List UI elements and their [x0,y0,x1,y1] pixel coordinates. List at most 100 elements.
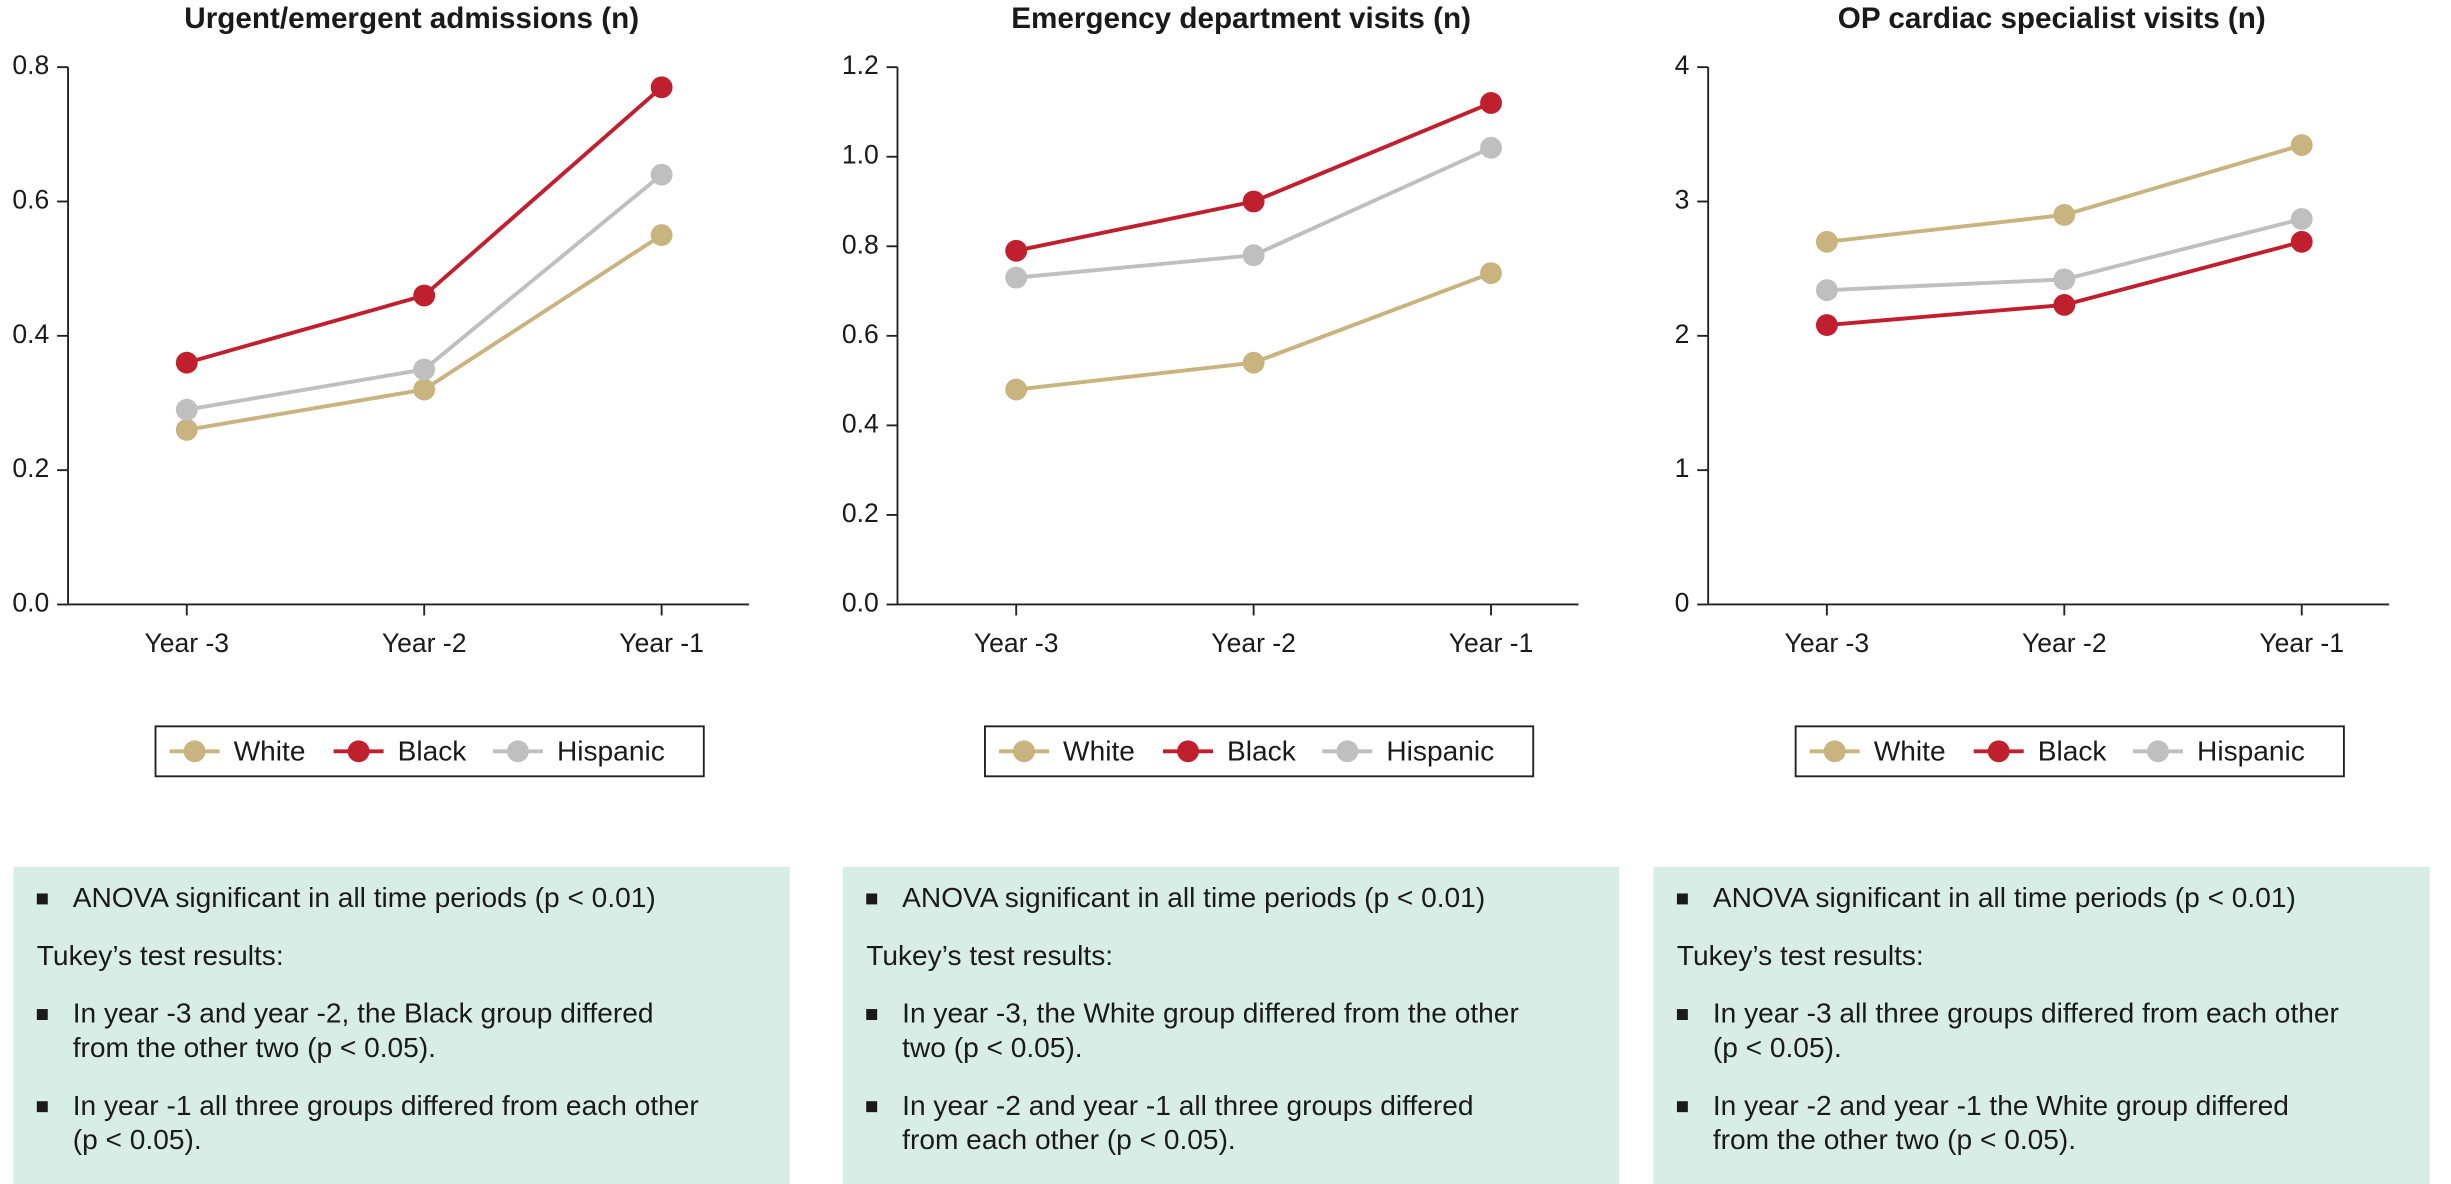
bullet [1676,1101,1688,1113]
series-line [186,85,663,365]
note-text: (p < 0.05). [1713,1032,1842,1063]
y-tick-label: 0.2 [12,453,49,483]
legend-marker [506,740,529,763]
bullet [36,893,48,905]
data-point [1005,266,1028,289]
note-box [842,866,1620,1184]
legend-box [1794,725,2345,778]
x-tick-label: Year -3 [974,628,1059,658]
data-point [650,76,673,99]
note-box [1653,866,2430,1184]
y-tick-label: 0.2 [842,498,879,528]
data-point [1815,230,1838,253]
y-tick-label: 1 [1675,453,1690,483]
note-text: ANOVA significant in all time periods (p… [1713,882,2296,913]
bullet [866,1009,878,1020]
data-point [1242,351,1265,374]
note-text: Tukey’s test results: [37,940,284,971]
x-tick-label: Year -2 [1211,628,1296,658]
legend-label: Black [398,735,468,766]
data-point [1480,136,1502,159]
series-line [1826,143,2303,244]
legend-marker [347,740,370,763]
note-text: Tukey’s test results: [866,940,1113,971]
data-point [175,398,198,421]
legend-marker [2147,740,2169,763]
note-text: two (p < 0.05). [902,1032,1082,1063]
bullet [866,1101,878,1113]
data-point [1815,279,1838,302]
data-point [650,224,673,247]
y-tick-label: 0.6 [842,319,879,349]
legend-label: Hispanic [1386,735,1494,766]
y-tick-label: 0.4 [12,319,49,349]
data-point [413,358,436,381]
bullet [36,1009,48,1020]
legend-label: Black [1227,735,1297,766]
y-tick-label: 0.0 [12,588,49,618]
data-point [1815,314,1838,337]
data-point [650,163,673,186]
y-tick-label: 3 [1675,185,1690,215]
note-text: (p < 0.05). [73,1124,202,1155]
legend-marker [183,740,206,763]
legend-marker [1987,740,2010,763]
data-point [2053,294,2076,316]
data-point [1242,244,1265,267]
y-tick-label: 4 [1675,50,1690,80]
y-tick-label: 0.8 [12,50,49,80]
note-text: from the other two (p < 0.05). [73,1032,436,1063]
note-text: Tukey’s test results: [1677,940,1924,971]
x-tick-label: Year -1 [1449,628,1534,658]
data-point [175,351,198,374]
series-line [1015,101,1492,253]
data-point [2290,208,2313,230]
data-point [413,284,436,307]
data-point [1005,239,1028,262]
x-tick-label: Year -3 [1785,628,1870,658]
y-tick-label: 0.6 [12,185,49,215]
y-tick-label: 2 [1675,319,1690,349]
data-point [413,378,436,401]
y-tick-label: 0.8 [842,229,879,259]
legend-box [984,725,1535,778]
chart-title: Emergency department visits (n) [1011,2,1471,35]
note-text: from the other two (p < 0.05). [1713,1124,2076,1155]
x-tick-label: Year -2 [382,628,467,658]
legend-box [154,725,705,778]
legend-label: White [234,735,306,766]
data-point [2290,134,2313,157]
x-tick-label: Year -3 [144,628,229,658]
y-tick-label: 1.0 [842,140,879,170]
note-text: In year -2 and year -1 all three groups … [902,1090,1473,1121]
legend-label: White [1874,735,1946,766]
x-tick-label: Year -1 [619,628,704,658]
data-point [2053,203,2076,226]
legend-marker [1177,740,1199,763]
chart-title: OP cardiac specialist visits (n) [1838,2,2266,35]
legend-label: Black [2038,735,2108,766]
legend-label: White [1063,735,1135,766]
series-line [186,233,663,432]
legend-marker [1013,740,1035,763]
note-text: ANOVA significant in all time periods (p… [902,882,1485,913]
y-tick-label: 1.2 [842,50,879,80]
data-point [1480,92,1502,114]
legend-label: Hispanic [2197,735,2305,766]
y-tick-label: 0.4 [842,408,879,438]
note-text: In year -3, the White group differed fro… [902,998,1519,1029]
bullet [36,1101,48,1113]
data-point [1480,262,1502,285]
bullet [1676,893,1688,905]
data-point [2053,268,2076,291]
legend-label: Hispanic [557,735,665,766]
note-box [13,866,790,1184]
x-tick-label: Year -1 [2259,628,2344,658]
note-text: In year -3 and year -2, the Black group … [73,998,654,1029]
note-text: from each other (p < 0.05). [902,1124,1236,1155]
legend-marker [1336,740,1359,763]
legend-marker [1823,740,1846,763]
y-tick-label: 0.0 [842,588,879,618]
